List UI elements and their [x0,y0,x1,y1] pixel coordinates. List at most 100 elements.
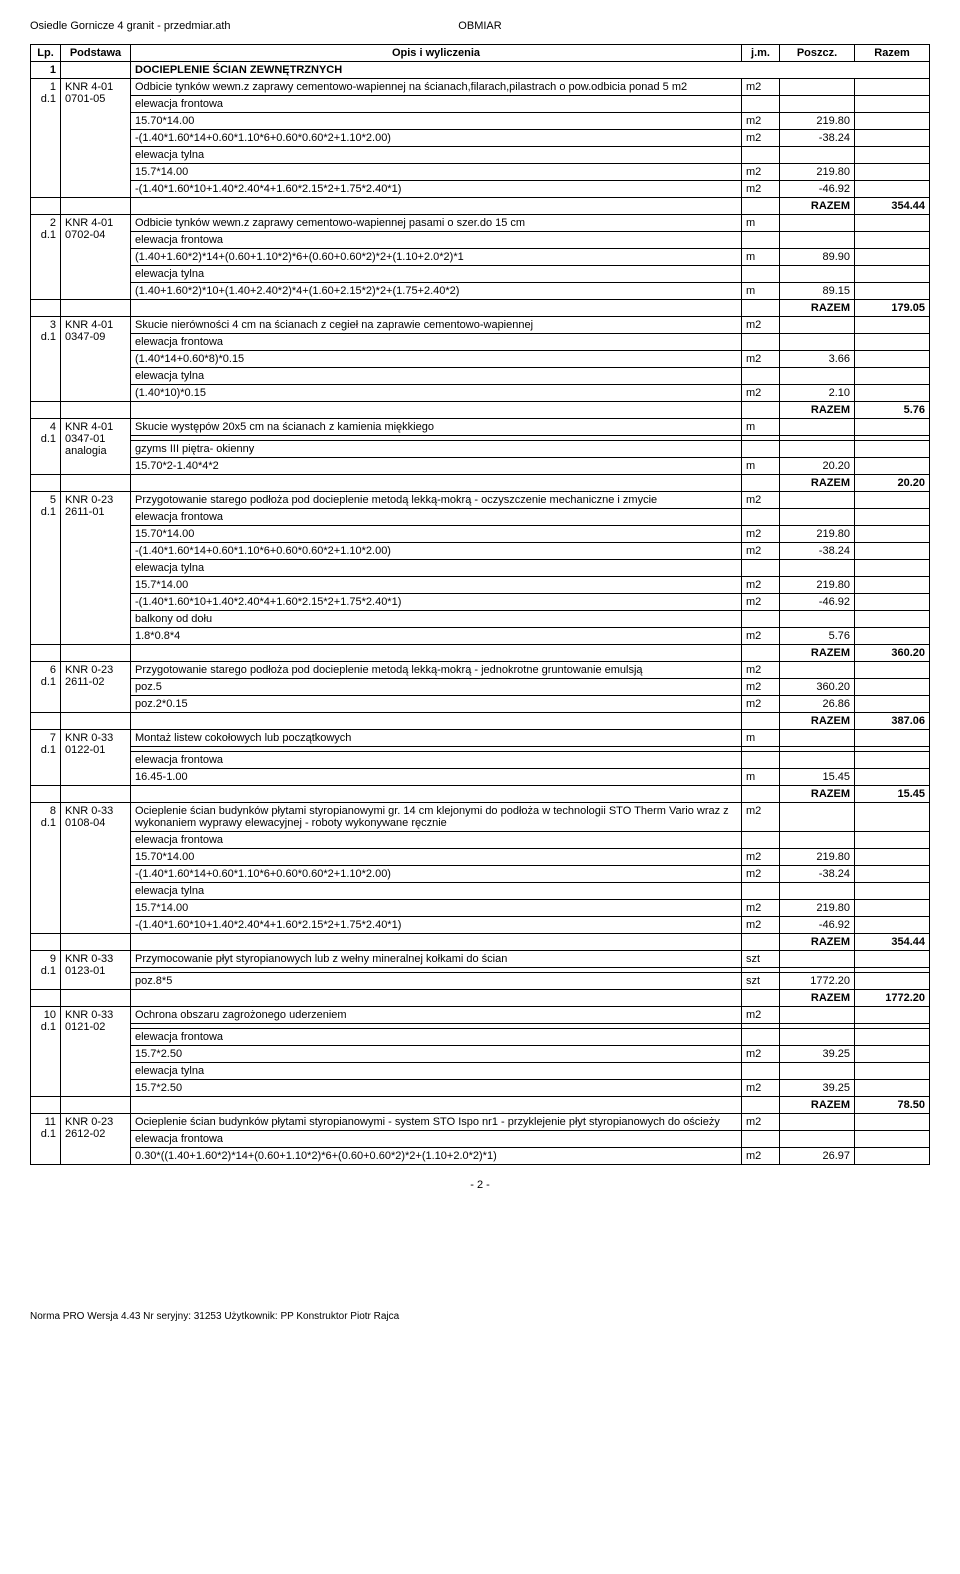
table-row: elewacja frontowa [31,752,930,769]
calc-jm: m2 [742,577,780,594]
calc-value [780,1029,855,1046]
calc-line: elewacja frontowa [131,832,742,849]
empty [855,526,930,543]
table-row: 2d.1KNR 4-010702-04Odbicie tynków wewn.z… [31,215,930,232]
calc-value [780,147,855,164]
calc-jm: m2 [742,1080,780,1097]
table-row: elewacja frontowa [31,232,930,249]
row-lp: 2d.1 [31,215,61,300]
table-row: poz.2*0.15m226.86 [31,696,930,713]
empty [855,917,930,934]
table-row: poz.5m2360.20 [31,679,930,696]
razem-label: RAZEM [780,934,855,951]
empty [31,475,61,492]
row-title: Skucie występów 20x5 cm na ścianach z ka… [131,419,742,436]
empty [780,1114,855,1131]
row-jm: m2 [742,79,780,96]
calc-value: 3.66 [780,351,855,368]
row-lp: 6d.1 [31,662,61,713]
calc-jm [742,334,780,351]
empty [855,696,930,713]
page-number: - 2 - [30,1179,930,1191]
empty [855,130,930,147]
row-podstawa: KNR 0-330121-02 [61,1007,131,1097]
col-pod: Podstawa [61,45,131,62]
calc-jm: m [742,249,780,266]
empty [780,803,855,832]
table-row: elewacja tylna [31,883,930,900]
empty [742,475,780,492]
row-jm: m [742,215,780,232]
empty [855,266,930,283]
empty [61,475,131,492]
razem-label: RAZEM [780,198,855,215]
calc-line: elewacja frontowa [131,509,742,526]
table-row: 15.7*14.00m2219.80 [31,900,930,917]
calc-value: 360.20 [780,679,855,696]
calc-line: poz.8*5 [131,973,742,990]
table-row: 11d.1KNR 0-232612-02Ocieplenie ścian bud… [31,1114,930,1131]
razem-label: RAZEM [780,475,855,492]
calc-jm: m2 [742,351,780,368]
calc-jm: m2 [742,628,780,645]
calc-line: elewacja tylna [131,266,742,283]
razem-label: RAZEM [780,1097,855,1114]
row-lp: 4d.1 [31,419,61,475]
table-row: 5d.1KNR 0-232611-01Przygotowanie starego… [31,492,930,509]
row-title: Przymocowanie płyt styropianowych lub z … [131,951,742,968]
table-row: RAZEM387.06 [31,713,930,730]
razem-value: 354.44 [855,198,930,215]
row-podstawa: KNR 4-010347-01analogia [61,419,131,475]
empty [131,402,742,419]
calc-jm: m2 [742,526,780,543]
table-row: 16.45-1.00m15.45 [31,769,930,786]
calc-value: 219.80 [780,164,855,181]
calc-value [780,611,855,628]
table-row: -(1.40*1.60*14+0.60*1.10*6+0.60*0.60*2+1… [31,543,930,560]
calc-line: 15.7*2.50 [131,1046,742,1063]
row-lp: 8d.1 [31,803,61,934]
calc-jm [742,883,780,900]
empty [855,752,930,769]
empty [31,1097,61,1114]
empty [855,577,930,594]
table-row: balkony od dołu [31,611,930,628]
empty [855,441,930,458]
calc-line: elewacja frontowa [131,96,742,113]
calc-value [780,832,855,849]
table-row: RAZEM179.05 [31,300,930,317]
razem-value: 15.45 [855,786,930,803]
calc-jm [742,96,780,113]
calc-jm: m2 [742,679,780,696]
empty [131,786,742,803]
empty [742,402,780,419]
razem-value: 5.76 [855,402,930,419]
row-lp: 9d.1 [31,951,61,990]
table-row: RAZEM20.20 [31,475,930,492]
table-row: 15.70*14.00m2219.80 [31,113,930,130]
row-podstawa: KNR 0-232612-02 [61,1114,131,1165]
table-row: (1.40+1.60*2)*14+(0.60+1.10*2)*6+(0.60+0… [31,249,930,266]
calc-line: 15.7*2.50 [131,1080,742,1097]
calc-jm [742,147,780,164]
page-header: Osiedle Gornicze 4 granit - przedmiar.at… [30,20,930,32]
empty [855,543,930,560]
row-podstawa: KNR 4-010701-05 [61,79,131,198]
empty [855,900,930,917]
row-podstawa: KNR 0-232611-02 [61,662,131,713]
row-lp: 1d.1 [31,79,61,198]
calc-jm: m2 [742,1046,780,1063]
table-row: gzyms III piętra- okienny [31,441,930,458]
calc-value: 219.80 [780,900,855,917]
empty [855,1148,930,1165]
empty [742,713,780,730]
empty [131,990,742,1007]
table-row: 8d.1KNR 0-330108-04Ocieplenie ścian budy… [31,803,930,832]
row-jm: m2 [742,317,780,334]
calc-value [780,334,855,351]
page-footer: Norma PRO Wersja 4.43 Nr seryjny: 31253 … [30,1311,930,1322]
calc-line: poz.2*0.15 [131,696,742,713]
section-num: 1 [31,62,61,79]
empty [61,934,131,951]
calc-line: 15.70*14.00 [131,113,742,130]
